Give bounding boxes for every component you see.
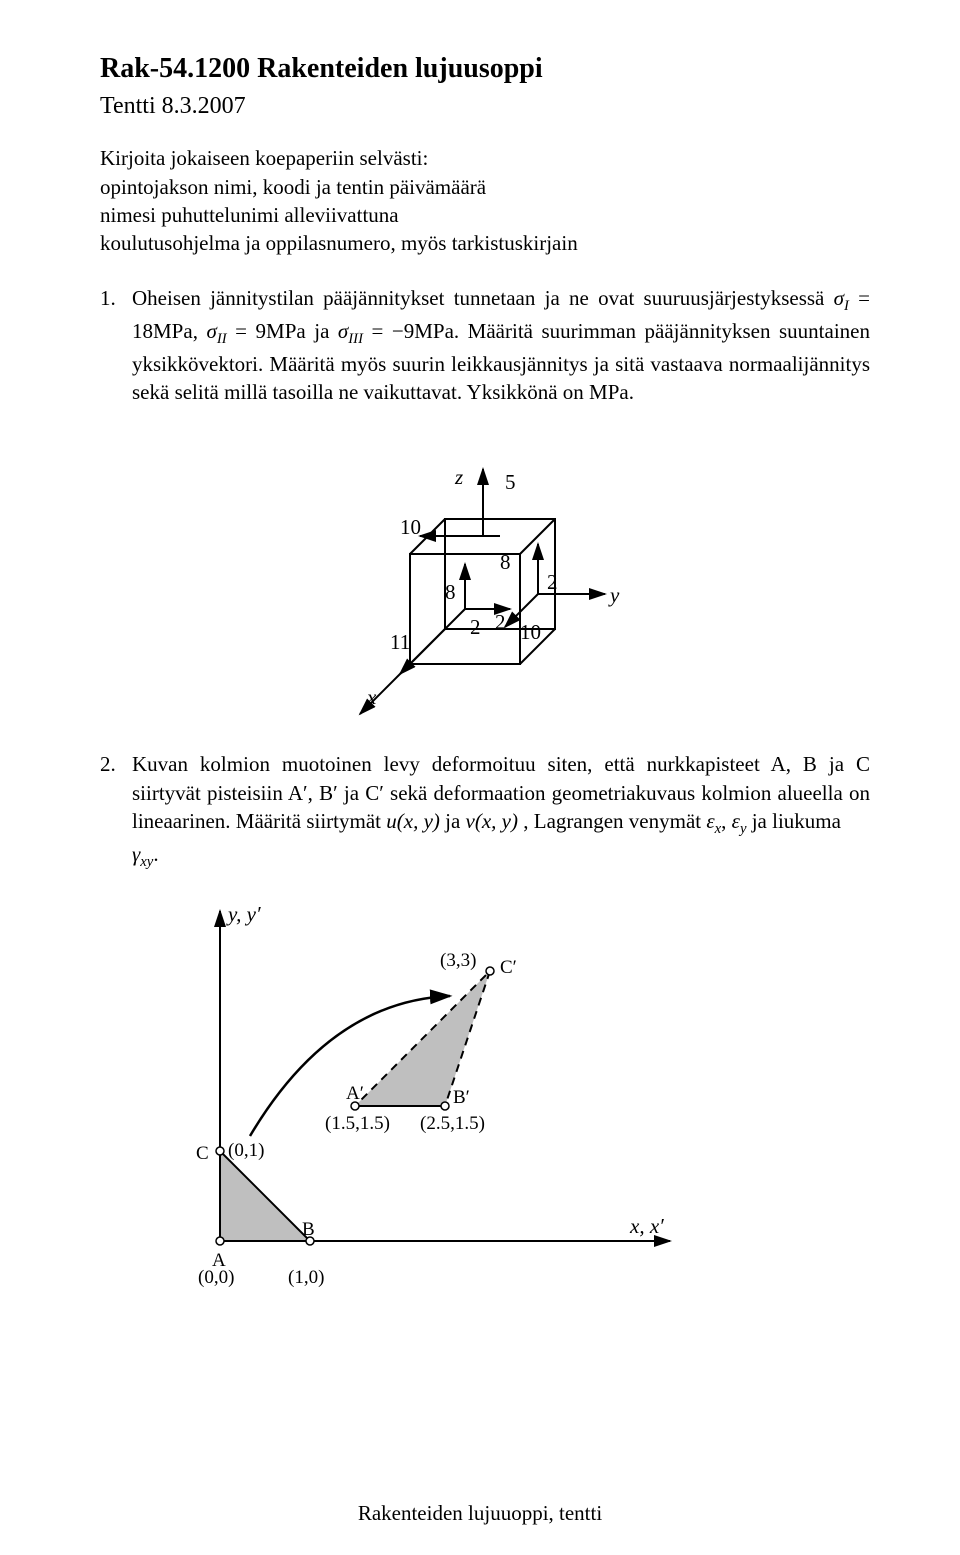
cube-value: 8 xyxy=(500,550,511,574)
point-label: B xyxy=(302,1219,315,1240)
sigma-symbol: σ xyxy=(206,319,216,343)
problem-number: 1. xyxy=(100,284,132,407)
cube-value: 2 xyxy=(470,615,481,639)
page-subtitle: Tentti 8.3.2007 xyxy=(100,90,870,122)
page-footer: Rakenteiden lujuuoppi, tentti xyxy=(0,1499,960,1527)
problem-body: Kuvan kolmion muotoinen levy deformoituu… xyxy=(132,750,870,873)
cube-value: 5 xyxy=(505,470,516,494)
text: ja xyxy=(314,319,338,343)
eps-symbol: ε xyxy=(706,809,714,833)
y-axis-label: y, y′ xyxy=(226,902,261,926)
instructions-line: Kirjoita jokaiseen koepaperiin selvästi: xyxy=(100,144,870,172)
eps-symbol: ε xyxy=(732,809,740,833)
sigma-val: = 9MPa xyxy=(227,319,306,343)
cube-value: 11 xyxy=(390,630,410,654)
figure-triangle: y, y′ x, x′ A B C (0,0) (1,0) (0,1) A′ B… xyxy=(100,891,870,1291)
figure-cube: z 5 10 8 8 2 y 2 2 11 xyxy=(100,424,870,724)
text: ja liukuma xyxy=(752,809,841,833)
sigma-symbol: σ xyxy=(338,319,348,343)
cube-value: 10 xyxy=(520,620,541,644)
cube-value: 2 xyxy=(495,610,506,634)
point-label: C′ xyxy=(500,957,517,978)
sigma-sub: II xyxy=(217,331,227,347)
cube-value: 10 xyxy=(400,515,421,539)
point-label: B′ xyxy=(453,1087,470,1108)
coord-label: (2.5,1.5) xyxy=(420,1113,485,1134)
instructions-block: Kirjoita jokaiseen koepaperiin selvästi:… xyxy=(100,144,870,257)
instructions-line: koulutusohjelma ja oppilasnumero, myös t… xyxy=(100,229,870,257)
instructions-line: opintojakson nimi, koodi ja tentin päivä… xyxy=(100,173,870,201)
coord-label: (1.5,1.5) xyxy=(325,1113,390,1134)
coord-label: (0,0) xyxy=(198,1267,234,1288)
cube-value: 8 xyxy=(445,580,456,604)
cube-diagram: z 5 10 8 8 2 y 2 2 11 xyxy=(325,424,645,724)
text: Oheisen jännitystilan pääjännitykset tun… xyxy=(132,286,834,310)
text: ja xyxy=(445,809,465,833)
text: . xyxy=(153,842,158,866)
sigma-symbol: σ xyxy=(834,286,844,310)
gamma-sub: xy xyxy=(140,854,153,870)
sep: , xyxy=(193,319,207,343)
problem-number: 2. xyxy=(100,750,132,873)
triangle-diagram: y, y′ x, x′ A B C (0,0) (1,0) (0,1) A′ B… xyxy=(150,891,710,1291)
coord-label: (1,0) xyxy=(288,1267,324,1288)
text: , Lagrangen venymät xyxy=(523,809,706,833)
cube-value: 2 xyxy=(547,570,558,594)
problem-1: 1. Oheisen jännitystilan pääjännitykset … xyxy=(100,284,870,407)
problem-2: 2. Kuvan kolmion muotoinen levy deformoi… xyxy=(100,750,870,873)
point-label: C xyxy=(196,1143,209,1164)
point-label: A′ xyxy=(346,1083,364,1104)
sigma-sub: III xyxy=(348,331,363,347)
u-expr: u(x, y) xyxy=(386,809,440,833)
v-expr: v(x, y) xyxy=(466,809,518,833)
coord-label: (0,1) xyxy=(228,1140,264,1161)
problem-body: Oheisen jännitystilan pääjännitykset tun… xyxy=(132,284,870,407)
instructions-line: nimesi puhuttelunimi alleviivattuna xyxy=(100,201,870,229)
page-title: Rak-54.1200 Rakenteiden lujuusoppi xyxy=(100,50,870,88)
x-axis-label: x, x′ xyxy=(629,1214,664,1238)
z-axis-label: z xyxy=(454,465,463,489)
sigma-val: = −9MPa xyxy=(363,319,454,343)
x-axis-label: x xyxy=(366,685,377,709)
sep: , xyxy=(721,809,732,833)
eps-sub: y xyxy=(740,821,747,837)
coord-label: (3,3) xyxy=(440,950,476,971)
y-axis-label: y xyxy=(608,583,620,607)
